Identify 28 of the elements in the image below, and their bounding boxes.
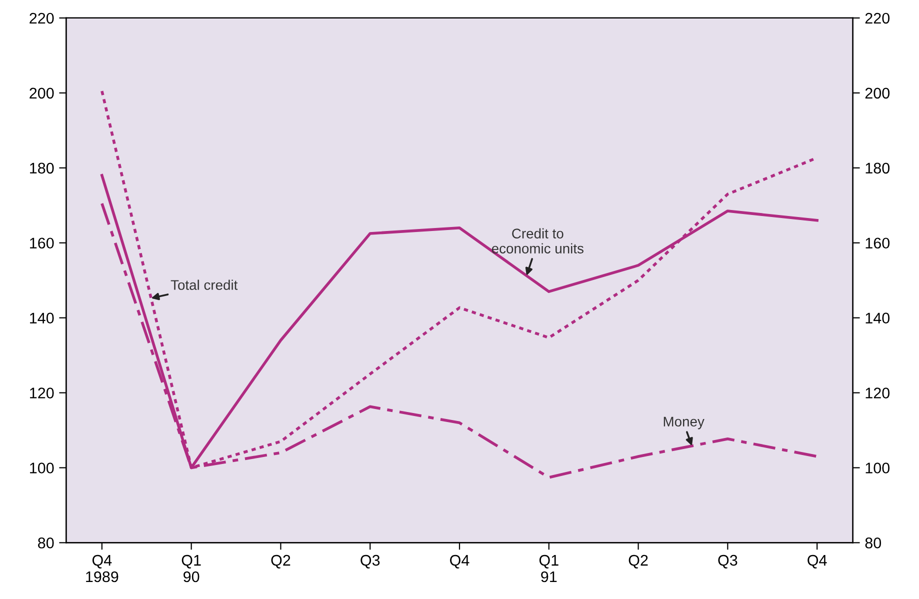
y2-tick-label: 80 — [865, 538, 882, 548]
x-tick-label: Q4 — [450, 554, 470, 568]
y2-tick-label: 180 — [866, 162, 890, 174]
y-tick-label: 180 — [30, 162, 54, 174]
y-tick-label: 220 — [30, 12, 54, 24]
y2-tick-label: 120 — [866, 388, 890, 398]
y-tick-label: 120 — [30, 388, 54, 398]
x-tick-label: Q3 — [360, 554, 380, 568]
y2-tick-label: 160 — [866, 238, 890, 249]
series-label: Credit to economic units — [492, 228, 584, 254]
x-tick-label: Q3 — [718, 554, 738, 568]
series-label: Total credit — [170, 280, 238, 290]
x-tick-label: Q1 91 — [539, 554, 558, 582]
y2-tick-label: 220 — [865, 12, 890, 24]
series-label: Money — [664, 416, 704, 430]
y-tick-label: 160 — [30, 238, 54, 249]
y2-tick-label: 100 — [866, 462, 890, 474]
y-tick-label: 200 — [30, 88, 54, 99]
x-tick-label: Q4 1989 — [86, 554, 118, 582]
x-tick-label: Q1 90 — [182, 554, 201, 582]
x-tick-label: Q4 — [808, 554, 827, 568]
x-tick-label: Q2 — [271, 554, 290, 568]
y2-tick-label: 200 — [865, 88, 890, 99]
y-tick-label: 100 — [30, 462, 54, 474]
x-tick-label: Q2 — [628, 554, 648, 568]
y2-tick-label: 140 — [866, 312, 890, 324]
y-tick-label: 80 — [38, 538, 54, 548]
y-tick-label: 140 — [30, 312, 54, 324]
